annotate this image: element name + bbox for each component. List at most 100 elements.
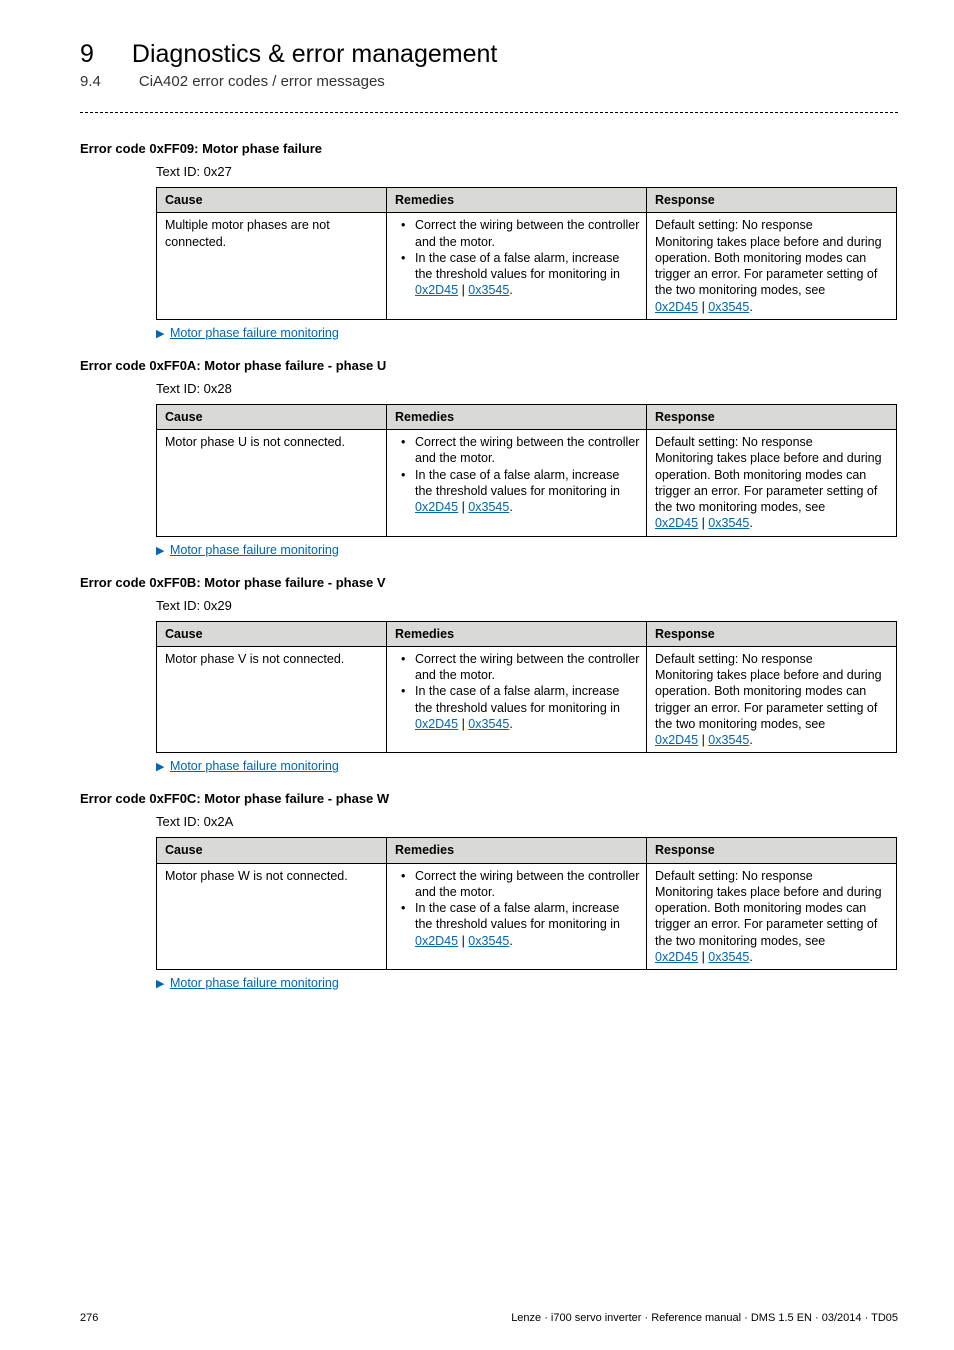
period: . [749,950,752,964]
monitoring-link[interactable]: Motor phase failure monitoring [170,759,339,773]
chapter-number: 9 [80,40,94,69]
cause-cell: Motor phase V is not connected. [157,646,387,753]
remedy-text: In the case of a false alarm, increase t… [415,468,620,498]
remedy-item: Correct the wiring between the controlle… [407,434,640,467]
error-table: Cause Remedies Response Multiple motor p… [156,187,897,320]
error-title: Error code 0xFF0C: Motor phase failure -… [80,791,898,806]
param-link[interactable]: 0x2D45 [415,717,458,731]
cause-cell: Motor phase U is not connected. [157,430,387,537]
error-title: Error code 0xFF0A: Motor phase failure -… [80,358,898,373]
separator: | [698,950,708,964]
separator: | [458,283,468,297]
error-section: Error code 0xFF09: Motor phase failure T… [80,141,898,340]
remedies-cell: Correct the wiring between the controlle… [387,863,647,970]
remedy-text: In the case of a false alarm, increase t… [415,251,620,281]
response-line1: Default setting: No response [655,652,813,666]
col-response-header: Response [647,621,897,646]
col-remedies-header: Remedies [387,838,647,863]
period: . [509,500,512,514]
param-link[interactable]: 0x3545 [468,717,509,731]
remedy-item: Correct the wiring between the controlle… [407,651,640,684]
remedies-cell: Correct the wiring between the controlle… [387,430,647,537]
period: . [509,283,512,297]
table-header-row: Cause Remedies Response [157,188,897,213]
col-remedies-header: Remedies [387,404,647,429]
param-link[interactable]: 0x2D45 [655,516,698,530]
response-line1: Default setting: No response [655,869,813,883]
remedy-item: In the case of a false alarm, increase t… [407,683,640,732]
param-link[interactable]: 0x2D45 [415,934,458,948]
error-title: Error code 0xFF0B: Motor phase failure -… [80,575,898,590]
error-title: Error code 0xFF09: Motor phase failure [80,141,898,156]
separator: | [458,500,468,514]
chapter-header: 9 Diagnostics & error management [80,40,898,69]
period: . [749,516,752,530]
col-response-header: Response [647,404,897,429]
table-row: Multiple motor phases are not connected.… [157,213,897,320]
param-link[interactable]: 0x3545 [468,283,509,297]
response-line2: Monitoring takes place before and during… [655,885,882,948]
col-response-header: Response [647,188,897,213]
text-id: Text ID: 0x2A [156,814,898,829]
remedy-text: In the case of a false alarm, increase t… [415,684,620,714]
response-line1: Default setting: No response [655,435,813,449]
text-id: Text ID: 0x29 [156,598,898,613]
page-footer: 276 Lenze · i700 servo inverter · Refere… [80,1312,898,1324]
period: . [749,733,752,747]
param-link[interactable]: 0x2D45 [655,733,698,747]
remedy-text: Correct the wiring between the controlle… [415,869,639,899]
remedy-item: In the case of a false alarm, increase t… [407,900,640,949]
remedy-item: Correct the wiring between the controlle… [407,868,640,901]
see-also: ▶ Motor phase failure monitoring [156,976,898,990]
param-link[interactable]: 0x3545 [468,500,509,514]
see-also: ▶ Motor phase failure monitoring [156,326,898,340]
param-link[interactable]: 0x2D45 [655,950,698,964]
col-response-header: Response [647,838,897,863]
arrow-icon: ▶ [156,544,164,557]
table-header-row: Cause Remedies Response [157,838,897,863]
table-header-row: Cause Remedies Response [157,404,897,429]
table-row: Motor phase U is not connected. Correct … [157,430,897,537]
error-section: Error code 0xFF0A: Motor phase failure -… [80,358,898,557]
col-remedies-header: Remedies [387,621,647,646]
param-link[interactable]: 0x2D45 [415,283,458,297]
separator: | [698,516,708,530]
response-line2: Monitoring takes place before and during… [655,235,882,298]
cause-cell: Multiple motor phases are not connected. [157,213,387,320]
response-line2: Monitoring takes place before and during… [655,451,882,514]
param-link[interactable]: 0x2D45 [655,300,698,314]
period: . [509,717,512,731]
error-section: Error code 0xFF0B: Motor phase failure -… [80,575,898,774]
table-row: Motor phase V is not connected. Correct … [157,646,897,753]
param-link[interactable]: 0x3545 [708,950,749,964]
response-cell: Default setting: No response Monitoring … [647,646,897,753]
col-cause-header: Cause [157,188,387,213]
arrow-icon: ▶ [156,760,164,773]
response-cell: Default setting: No response Monitoring … [647,213,897,320]
remedies-cell: Correct the wiring between the controlle… [387,213,647,320]
separator: | [698,733,708,747]
param-link[interactable]: 0x2D45 [415,500,458,514]
period: . [509,934,512,948]
separator: | [458,934,468,948]
monitoring-link[interactable]: Motor phase failure monitoring [170,326,339,340]
table-header-row: Cause Remedies Response [157,621,897,646]
remedy-text: Correct the wiring between the controlle… [415,218,639,248]
section-title: CiA402 error codes / error messages [139,73,385,90]
col-cause-header: Cause [157,838,387,863]
monitoring-link[interactable]: Motor phase failure monitoring [170,543,339,557]
see-also: ▶ Motor phase failure monitoring [156,759,898,773]
error-table: Cause Remedies Response Motor phase W is… [156,837,897,970]
separator: | [698,300,708,314]
remedy-text: In the case of a false alarm, increase t… [415,901,620,931]
param-link[interactable]: 0x3545 [708,300,749,314]
monitoring-link[interactable]: Motor phase failure monitoring [170,976,339,990]
see-also: ▶ Motor phase failure monitoring [156,543,898,557]
param-link[interactable]: 0x3545 [708,733,749,747]
text-id: Text ID: 0x28 [156,381,898,396]
param-link[interactable]: 0x3545 [468,934,509,948]
text-id: Text ID: 0x27 [156,164,898,179]
doc-info: Lenze · i700 servo inverter · Reference … [511,1312,898,1324]
param-link[interactable]: 0x3545 [708,516,749,530]
error-table: Cause Remedies Response Motor phase U is… [156,404,897,537]
